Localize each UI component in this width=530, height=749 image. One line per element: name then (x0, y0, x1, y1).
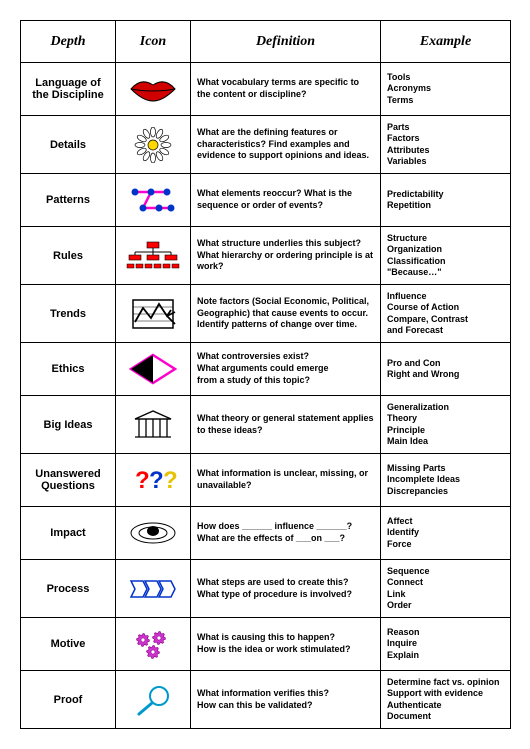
table-row: Unanswered Questions ? ? ? What informat… (21, 454, 511, 507)
header-depth: Depth (21, 21, 116, 63)
lips-icon (116, 63, 191, 116)
example-cell: PredictabilityRepetition (381, 174, 511, 227)
definition-cell: What elements reoccur? What is the seque… (191, 174, 381, 227)
svg-text:?: ? (149, 467, 164, 494)
impact-icon (116, 507, 191, 560)
example-cell: AffectIdentifyForce (381, 507, 511, 560)
depth-cell: Proof (21, 671, 116, 729)
flower-icon (116, 116, 191, 174)
example-cell: ToolsAcronymsTerms (381, 63, 511, 116)
table-row: Proof What information verifies this?How… (21, 671, 511, 729)
table-row: Motive What is causing this to happen?How… (21, 618, 511, 671)
example-cell: InfluenceCourse of ActionCompare, Contra… (381, 285, 511, 343)
header-icon: Icon (116, 21, 191, 63)
table-row: Process What steps are used to create th… (21, 560, 511, 618)
definition-cell: How does ______ influence ______?What ar… (191, 507, 381, 560)
rules-icon (116, 227, 191, 285)
definition-cell: What theory or general statement applies… (191, 396, 381, 454)
table-row: Ethics What controversies exist?What arg… (21, 343, 511, 396)
table-row: Trends Note factors (Social Economic, Po… (21, 285, 511, 343)
example-cell: GeneralizationTheoryPrincipleMain Idea (381, 396, 511, 454)
definition-cell: What information verifies this?How can t… (191, 671, 381, 729)
example-cell: ReasonInquireExplain (381, 618, 511, 671)
example-cell: SequenceConnectLinkOrder (381, 560, 511, 618)
header-example: Example (381, 21, 511, 63)
example-cell: PartsFactorsAttributesVariables (381, 116, 511, 174)
example-cell: Pro and ConRight and Wrong (381, 343, 511, 396)
chart-icon (116, 285, 191, 343)
gears-icon (116, 618, 191, 671)
definition-cell: What structure underlies this subject? W… (191, 227, 381, 285)
definition-cell: Note factors (Social Economic, Political… (191, 285, 381, 343)
depth-cell: Patterns (21, 174, 116, 227)
magnify-icon (116, 671, 191, 729)
header-definition: Definition (191, 21, 381, 63)
table-row: Rules What structure underlies this subj… (21, 227, 511, 285)
ethics-icon (116, 343, 191, 396)
table-row: Big Ideas What theory or general stateme… (21, 396, 511, 454)
pattern-icon (116, 174, 191, 227)
depth-cell: Ethics (21, 343, 116, 396)
table-row: Details What are the defining features or… (21, 116, 511, 174)
depth-cell: Language of the Discipline (21, 63, 116, 116)
process-icon (116, 560, 191, 618)
definition-cell: What steps are used to create this?What … (191, 560, 381, 618)
depth-table: Depth Icon Definition Example Language o… (20, 20, 511, 729)
definition-cell: What information is unclear, missing, or… (191, 454, 381, 507)
depth-cell: Process (21, 560, 116, 618)
depth-cell: Unanswered Questions (21, 454, 116, 507)
svg-text:?: ? (135, 467, 150, 494)
header-row: Depth Icon Definition Example (21, 21, 511, 63)
example-cell: StructureOrganizationClassification"Beca… (381, 227, 511, 285)
table-row: Language of the Discipline What vocabula… (21, 63, 511, 116)
definition-cell: What is causing this to happen?How is th… (191, 618, 381, 671)
depth-cell: Impact (21, 507, 116, 560)
depth-cell: Details (21, 116, 116, 174)
depth-cell: Big Ideas (21, 396, 116, 454)
example-cell: Missing PartsIncomplete IdeasDiscrepanci… (381, 454, 511, 507)
building-icon (116, 396, 191, 454)
depth-cell: Motive (21, 618, 116, 671)
svg-text:?: ? (163, 467, 178, 494)
table-row: Impact How does ______ influence ______?… (21, 507, 511, 560)
depth-cell: Trends (21, 285, 116, 343)
definition-cell: What controversies exist?What arguments … (191, 343, 381, 396)
table-row: Patterns What elements reoccur? What is … (21, 174, 511, 227)
example-cell: Determine fact vs. opinionSupport with e… (381, 671, 511, 729)
definition-cell: What are the defining features or charac… (191, 116, 381, 174)
definition-cell: What vocabulary terms are specific to th… (191, 63, 381, 116)
depth-cell: Rules (21, 227, 116, 285)
questions-icon: ? ? ? (116, 454, 191, 507)
